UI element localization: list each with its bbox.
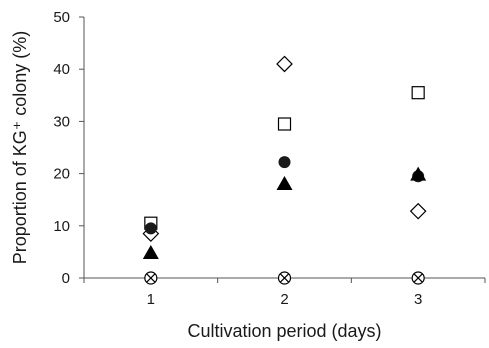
- x-tick-label: 1: [147, 291, 155, 308]
- data-point-filled-triangle: [276, 176, 293, 191]
- data-point-filled-triangle: [410, 166, 427, 181]
- x-tick-label: 2: [280, 291, 288, 308]
- y-ticks: 0 10 20 30 40 50: [53, 9, 84, 287]
- y-tick-label: 20: [53, 166, 70, 183]
- x-axis-title: Cultivation period (days): [187, 321, 381, 341]
- data-point-circle-x: [277, 271, 292, 285]
- y-axis-title: Proportion of KG⁺ colony (%): [10, 31, 30, 265]
- y-tick-label: 40: [53, 61, 70, 78]
- y-tick-label: 10: [53, 218, 70, 235]
- y-tick-label: 0: [62, 270, 70, 287]
- x-tick-label: 3: [414, 291, 422, 308]
- data-point-open-diamond: [276, 55, 293, 73]
- data-points: [142, 55, 427, 285]
- data-point-filled-circle: [278, 156, 291, 169]
- data-point-open-square: [277, 117, 292, 131]
- data-point-open-square: [411, 86, 425, 100]
- data-point-circle-x: [144, 271, 158, 285]
- y-tick-label: 50: [53, 9, 70, 26]
- data-point-filled-circle: [144, 222, 157, 235]
- data-point-filled-triangle: [142, 244, 159, 259]
- y-tick-label: 30: [53, 113, 70, 130]
- data-point-circle-x: [411, 271, 425, 285]
- data-point-open-diamond: [409, 202, 427, 220]
- x-ticks: 1 2 3: [83, 278, 486, 308]
